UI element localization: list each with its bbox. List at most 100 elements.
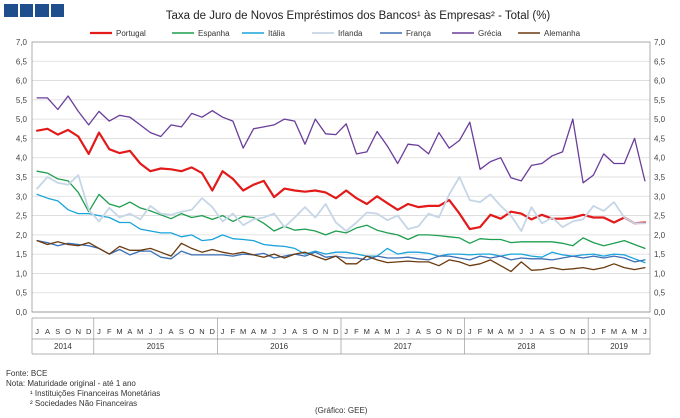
legend-label: Alemanha bbox=[544, 29, 581, 38]
month-tick-label: N bbox=[323, 327, 328, 336]
chart-title: Taxa de Juro de Novos Empréstimos dos Ba… bbox=[166, 10, 551, 22]
year-label: 2017 bbox=[394, 342, 412, 351]
logo bbox=[4, 4, 64, 17]
y-tick-label-left: 3,5 bbox=[16, 173, 28, 182]
y-tick-label-left: 0,0 bbox=[16, 308, 28, 317]
month-tick-label: J bbox=[221, 327, 225, 336]
logo-block bbox=[19, 4, 33, 17]
chart-credit: (Gráfico: GEE) bbox=[315, 406, 368, 415]
month-tick-label: M bbox=[631, 327, 637, 336]
month-tick-label: O bbox=[436, 327, 442, 336]
month-tick-label: O bbox=[312, 327, 318, 336]
month-tick-label: F bbox=[601, 327, 606, 336]
month-tick-label: N bbox=[446, 327, 451, 336]
month-tick-label: M bbox=[240, 327, 246, 336]
maturity-note: Nota: Maturidade original - até 1 ano bbox=[6, 379, 136, 388]
month-tick-label: M bbox=[508, 327, 514, 336]
legend-label: Grécia bbox=[478, 29, 502, 38]
y-tick-label-left: 6,5 bbox=[16, 57, 28, 66]
plot-frame bbox=[31, 41, 651, 313]
month-tick-label: M bbox=[384, 327, 390, 336]
y-tick-label-right: 2,5 bbox=[654, 212, 666, 221]
month-tick-label: N bbox=[199, 327, 204, 336]
month-tick-label: M bbox=[137, 327, 143, 336]
month-tick-label: S bbox=[302, 327, 307, 336]
month-tick-label: F bbox=[354, 327, 359, 336]
month-tick-label: J bbox=[344, 327, 348, 336]
legend-label: Espanha bbox=[198, 29, 230, 38]
month-tick-label: F bbox=[231, 327, 236, 336]
y-tick-label-left: 7,0 bbox=[16, 38, 28, 47]
month-tick-label: A bbox=[416, 327, 421, 336]
month-tick-label: J bbox=[149, 327, 153, 336]
month-tick-label: M bbox=[364, 327, 370, 336]
month-tick-label: D bbox=[457, 327, 463, 336]
legend-label: Portugal bbox=[116, 29, 146, 38]
y-tick-label-right: 4,5 bbox=[654, 134, 666, 143]
month-tick-label: F bbox=[478, 327, 483, 336]
month-tick-label: A bbox=[292, 327, 297, 336]
month-tick-label: O bbox=[65, 327, 71, 336]
month-tick-label: J bbox=[159, 327, 163, 336]
y-tick-label-left: 1,0 bbox=[16, 269, 28, 278]
month-tick-label: M bbox=[487, 327, 493, 336]
month-tick-label: J bbox=[468, 327, 472, 336]
y-tick-label-right: 6,0 bbox=[654, 77, 666, 86]
month-tick-label: S bbox=[179, 327, 184, 336]
series-line-portugal bbox=[35, 127, 647, 231]
y-tick-label-right: 3,0 bbox=[654, 192, 666, 201]
legend-label: Irlanda bbox=[338, 29, 363, 38]
month-tick-label: M bbox=[116, 327, 122, 336]
y-tick-label-right: 5,0 bbox=[654, 115, 666, 124]
logo-block bbox=[35, 4, 49, 17]
month-tick-label: J bbox=[643, 327, 647, 336]
month-tick-label: A bbox=[169, 327, 174, 336]
y-tick-label-left: 5,0 bbox=[16, 115, 28, 124]
series-line-irlanda bbox=[36, 174, 646, 232]
month-tick-label: M bbox=[261, 327, 267, 336]
series-line-espanha bbox=[36, 170, 646, 250]
y-tick-label-left: 0,5 bbox=[16, 289, 28, 298]
month-tick-label: A bbox=[498, 327, 503, 336]
month-tick-label: F bbox=[107, 327, 112, 336]
month-tick-label: A bbox=[622, 327, 627, 336]
month-tick-label: O bbox=[560, 327, 566, 336]
y-tick-label-left: 4,0 bbox=[16, 154, 28, 163]
month-tick-label: J bbox=[406, 327, 410, 336]
y-tick-label-left: 4,5 bbox=[16, 134, 28, 143]
month-tick-label: J bbox=[282, 327, 286, 336]
series-line-frança bbox=[36, 239, 646, 263]
plot-area bbox=[31, 41, 651, 313]
month-tick-label: D bbox=[580, 327, 586, 336]
month-tick-label: M bbox=[611, 327, 617, 336]
y-tick-label-right: 2,0 bbox=[654, 231, 666, 240]
axes: 0,0 0,0 0,5 0,5 1,0 1,0 1,5 1,5 2,0 2,0 2,5 2,5 3,0 3… bbox=[16, 38, 666, 355]
line-chart: Taxa de Juro de Novos Empréstimos dos Ba… bbox=[16, 10, 666, 355]
logo-block bbox=[50, 4, 64, 17]
month-tick-label: J bbox=[530, 327, 534, 336]
month-tick-label: D bbox=[210, 327, 216, 336]
year-label: 2019 bbox=[610, 342, 628, 351]
month-tick-label: S bbox=[550, 327, 555, 336]
month-tick-label: J bbox=[97, 327, 101, 336]
month-tick-label: S bbox=[55, 327, 60, 336]
y-tick-label-left: 3,0 bbox=[16, 192, 28, 201]
month-tick-label: J bbox=[519, 327, 523, 336]
series-layer bbox=[35, 95, 647, 273]
month-tick-label: J bbox=[35, 327, 39, 336]
y-tick-label-left: 2,5 bbox=[16, 212, 28, 221]
legend-label: França bbox=[406, 29, 431, 38]
year-label: 2016 bbox=[270, 342, 288, 351]
month-tick-label: J bbox=[591, 327, 595, 336]
month-tick-label: A bbox=[251, 327, 256, 336]
y-tick-label-right: 6,5 bbox=[654, 57, 666, 66]
series-line-alemanha bbox=[36, 239, 646, 273]
month-tick-label: D bbox=[333, 327, 339, 336]
y-tick-label-left: 5,5 bbox=[16, 96, 28, 105]
month-tick-label: A bbox=[539, 327, 544, 336]
logo-block bbox=[4, 4, 18, 17]
source-note: Fonte: BCE bbox=[6, 369, 48, 378]
y-tick-label-right: 7,0 bbox=[654, 38, 666, 47]
footnote-1: ¹ Instituições Financeiras Monetárias bbox=[30, 389, 161, 398]
y-tick-label-left: 6,0 bbox=[16, 77, 28, 86]
